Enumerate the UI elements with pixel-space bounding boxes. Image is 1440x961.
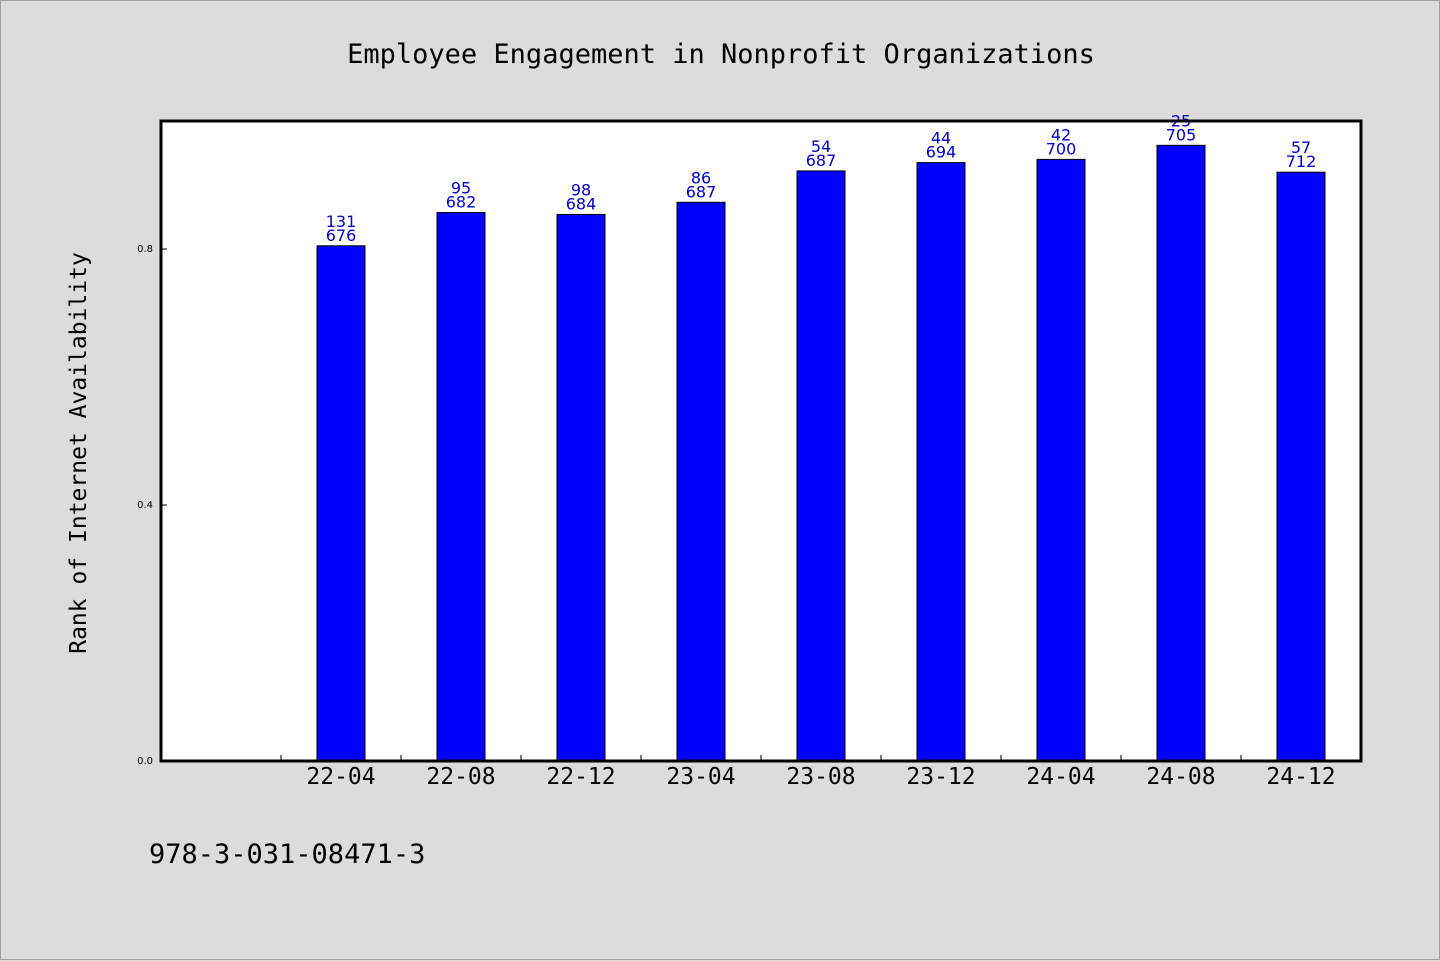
- x-tick-label-24-04: 24-04: [1026, 764, 1095, 790]
- x-tick-label-23-12: 23-12: [906, 764, 975, 790]
- x-tick-label-24-12: 24-12: [1266, 764, 1335, 790]
- x-tick-label-22-12: 22-12: [546, 764, 615, 790]
- data-label-bottom-22-08: 682: [446, 193, 477, 212]
- bar-23-08: [796, 170, 846, 762]
- x-tick-label-23-04: 23-04: [666, 764, 735, 790]
- bar-22-08: [436, 212, 486, 762]
- bar-23-04: [676, 201, 726, 762]
- y-tick-label: 0.4: [137, 500, 153, 511]
- data-label-bottom-23-08: 687: [806, 151, 837, 170]
- bar-22-04: [316, 245, 366, 762]
- bar-24-12: [1276, 171, 1326, 762]
- bar-23-12: [916, 162, 966, 762]
- data-label-top-22-12: 98: [571, 180, 591, 199]
- y-axis-label: Rank of Internet Availability: [66, 252, 92, 654]
- data-label-top-23-08: 54: [811, 137, 831, 156]
- y-tick-label: 0.0: [137, 756, 153, 767]
- chart-title: Employee Engagement in Nonprofit Organiz…: [347, 39, 1095, 70]
- data-label-bottom-23-04: 687: [686, 182, 717, 201]
- data-label-top-23-12: 44: [931, 129, 951, 148]
- data-label-top-24-04: 42: [1051, 125, 1071, 144]
- data-labels-group: 1316769568298684866875468744694427002570…: [326, 111, 1317, 244]
- bar-22-12: [556, 213, 606, 762]
- data-label-bottom-23-12: 694: [926, 143, 957, 162]
- x-axis-ticks: 22-04 22-08 22-12 23-04 23-08 23-12 24-04 24-08…: [280, 755, 1336, 790]
- data-label-bottom-24-08: 705: [1166, 125, 1197, 144]
- data-label-bottom-24-12: 712: [1286, 152, 1317, 171]
- bars-group: [316, 144, 1326, 762]
- x-tick-label-24-08: 24-08: [1146, 764, 1215, 790]
- data-label-top-24-12: 57: [1291, 138, 1311, 157]
- data-label-bottom-24-04: 700: [1046, 139, 1077, 158]
- data-label-top-22-04: 131: [326, 212, 357, 231]
- data-label-top-23-04: 86: [691, 168, 711, 187]
- bar-24-08: [1156, 144, 1206, 762]
- plot-border: [159, 119, 1363, 763]
- data-label-bottom-22-12: 684: [566, 194, 597, 213]
- x-tick-label-22-04: 22-04: [306, 764, 375, 790]
- data-label-bottom-22-04: 676: [326, 226, 357, 245]
- x-tick-label-23-08: 23-08: [786, 764, 855, 790]
- y-tick-label: 0.8: [137, 244, 153, 255]
- data-label-top-22-08: 95: [451, 179, 471, 198]
- footnote-isbn: 978-3-031-08471-3: [149, 839, 425, 870]
- x-tick-label-22-08: 22-08: [426, 764, 495, 790]
- bar-24-04: [1036, 158, 1086, 762]
